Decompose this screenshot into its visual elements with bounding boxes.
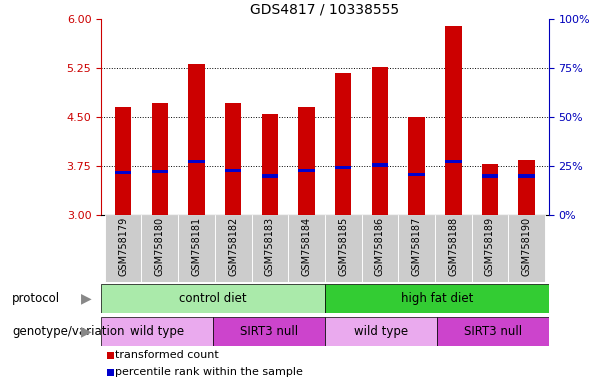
Text: percentile rank within the sample: percentile rank within the sample [115,367,303,377]
Text: genotype/variation: genotype/variation [12,325,125,338]
Bar [519,174,535,178]
Bar [445,160,462,163]
Bar [471,215,508,282]
Text: GSM758187: GSM758187 [411,217,422,276]
Bar [225,103,242,215]
Bar [178,215,215,282]
Bar [142,215,178,282]
Bar [325,284,549,313]
Bar [508,215,545,282]
Text: transformed count: transformed count [115,350,219,360]
Bar [398,215,435,282]
Bar [335,73,351,215]
Bar [262,114,278,215]
Text: ▶: ▶ [80,291,91,306]
Text: GSM758181: GSM758181 [191,217,202,276]
Bar [335,166,351,169]
Text: GSM758188: GSM758188 [448,217,459,276]
Bar [325,215,362,282]
Bar [482,164,498,215]
Bar [482,174,498,178]
Bar [299,169,315,172]
Bar [408,117,425,215]
Bar [251,215,288,282]
Bar [371,163,388,167]
Bar [325,317,436,346]
Text: SIRT3 null: SIRT3 null [463,325,522,338]
Text: high fat diet: high fat diet [400,292,473,305]
Bar [262,174,278,178]
Text: protocol: protocol [12,292,61,305]
Bar [225,169,242,172]
Text: GSM758182: GSM758182 [228,217,238,276]
Bar [371,67,388,215]
Bar [213,317,325,346]
Bar [151,169,168,173]
Bar [215,215,251,282]
Bar [437,317,549,346]
Text: GSM758190: GSM758190 [522,217,531,276]
Bar [288,215,325,282]
Bar [151,103,168,215]
Bar [188,64,205,215]
Bar [188,160,205,163]
Bar [115,108,131,215]
Bar [362,215,398,282]
Bar [101,284,325,313]
Text: GSM758186: GSM758186 [375,217,385,276]
Text: GSM758183: GSM758183 [265,217,275,276]
Bar [299,108,315,215]
Text: control diet: control diet [179,292,247,305]
Title: GDS4817 / 10338555: GDS4817 / 10338555 [250,3,400,17]
Bar [101,317,213,346]
Bar [408,173,425,176]
Text: GSM758180: GSM758180 [155,217,165,276]
Text: GSM758189: GSM758189 [485,217,495,276]
Text: GSM758179: GSM758179 [118,217,128,276]
Text: SIRT3 null: SIRT3 null [240,325,298,338]
Bar [105,215,142,282]
Text: GSM758185: GSM758185 [338,217,348,276]
Bar [445,26,462,215]
Bar [435,215,471,282]
Bar [115,171,131,174]
Text: ▶: ▶ [80,324,91,338]
Text: GSM758184: GSM758184 [302,217,311,276]
Text: wild type: wild type [354,325,408,338]
Text: wild type: wild type [130,325,184,338]
Bar [519,160,535,215]
